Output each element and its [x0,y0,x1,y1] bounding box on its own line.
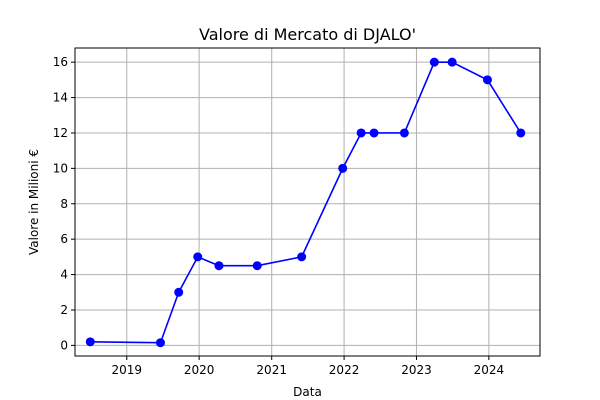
data-point [155,338,165,348]
x-tick-label: 2020 [184,363,215,377]
y-tick-label: 6 [60,232,68,246]
y-tick-label: 12 [53,126,68,140]
plot-frame [74,47,541,357]
y-tick-label: 4 [60,268,68,282]
y-tick-label: 0 [60,338,68,352]
x-tick-label: 2022 [329,363,360,377]
y-tick-label: 16 [53,55,68,69]
series-layer [85,57,526,348]
y-axis-label: Valore in Milioni € [27,149,41,255]
grid [75,48,540,356]
data-point [193,252,203,262]
data-point [214,261,224,271]
data-point [356,128,366,138]
y-tick-label: 2 [60,303,68,317]
x-tick-label: 2023 [401,363,432,377]
data-point [85,337,95,347]
data-point [429,57,439,67]
x-tick-label: 2024 [474,363,505,377]
plot-area [75,48,540,356]
data-point [482,75,492,85]
data-point [297,252,307,262]
data-point [516,128,526,138]
y-axis: 0 2 4 6 8 10 12 14 16 [53,55,75,352]
x-tick-label: 2021 [256,363,287,377]
x-tick-label: 2019 [111,363,142,377]
y-tick-label: 10 [53,161,68,175]
chart-title: Valore di Mercato di DJALO' [199,25,416,44]
data-point [399,128,409,138]
data-point [252,261,262,271]
y-tick-label: 14 [53,91,68,105]
x-axis: 2019 2020 2021 2022 2023 2024 [111,356,504,377]
x-axis-label: Data [293,385,322,399]
data-point [174,287,184,297]
y-tick-label: 8 [60,197,68,211]
data-point [447,57,457,67]
data-point [369,128,379,138]
data-point [338,163,348,173]
